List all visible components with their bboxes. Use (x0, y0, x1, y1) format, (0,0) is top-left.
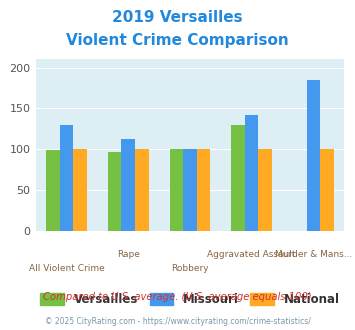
Bar (245, 115, 258, 231)
Text: All Violent Crime: All Violent Crime (28, 264, 104, 273)
Text: © 2025 CityRating.com - https://www.cityrating.com/crime-statistics/: © 2025 CityRating.com - https://www.city… (45, 317, 310, 326)
Bar (307, 80, 320, 231)
Bar (108, 152, 121, 231)
Bar (135, 149, 148, 231)
Legend: Versailles, Missouri, National: Versailles, Missouri, National (36, 288, 344, 311)
Text: Robbery: Robbery (171, 264, 209, 273)
Text: Violent Crime Comparison: Violent Crime Comparison (66, 33, 289, 48)
Text: Aggravated Assault: Aggravated Assault (207, 250, 296, 259)
Bar (197, 149, 210, 231)
Text: Compared to U.S. average. (U.S. average equals 100): Compared to U.S. average. (U.S. average … (43, 292, 312, 302)
Bar (60, 125, 73, 231)
Bar (170, 149, 183, 231)
Bar (73, 149, 87, 231)
Text: Murder & Mans...: Murder & Mans... (275, 250, 352, 259)
Bar (258, 149, 272, 231)
Bar (46, 150, 60, 231)
Text: 2019 Versailles: 2019 Versailles (112, 10, 243, 25)
Bar (320, 149, 334, 231)
Bar (121, 139, 135, 231)
Bar (231, 125, 245, 231)
Text: Rape: Rape (117, 250, 140, 259)
Bar (183, 149, 197, 231)
